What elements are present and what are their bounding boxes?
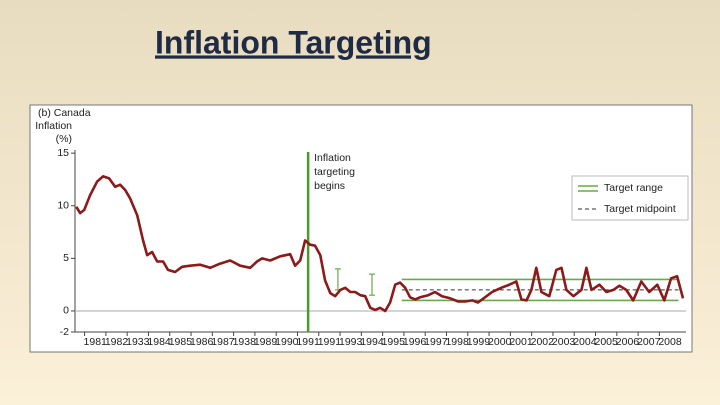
legend-label: Target range bbox=[604, 182, 663, 194]
x-tick-label: 1987 bbox=[211, 336, 235, 348]
x-tick-label: 2005 bbox=[594, 336, 618, 348]
x-tick-label: 1933 bbox=[126, 336, 150, 348]
y-axis-label: (%) bbox=[56, 133, 72, 145]
x-tick-label: 1991 bbox=[296, 336, 320, 348]
inflation-line bbox=[75, 175, 685, 313]
x-tick-label: 2008 bbox=[658, 336, 682, 348]
y-tick-label: 15 bbox=[57, 147, 69, 159]
x-tick-label: 2001 bbox=[509, 336, 533, 348]
x-tick-label: 1985 bbox=[169, 336, 193, 348]
x-tick-label: 2000 bbox=[488, 336, 512, 348]
legend-label: Target midpoint bbox=[604, 203, 676, 215]
chart-frame bbox=[29, 104, 693, 353]
x-tick-label: 1999 bbox=[467, 336, 491, 348]
y-axis-label: Inflation bbox=[35, 120, 72, 132]
x-tick-label: 1986 bbox=[190, 336, 214, 348]
panel-label: (b) Canada bbox=[38, 107, 91, 119]
x-tick-label: 2002 bbox=[531, 336, 555, 348]
y-tick-label: 5 bbox=[63, 252, 69, 264]
y-tick-label: 0 bbox=[63, 305, 69, 317]
x-tick-label: 1991 bbox=[318, 336, 342, 348]
legend-box bbox=[571, 175, 689, 221]
x-tick-label: 2003 bbox=[552, 336, 576, 348]
x-tick-label: 1938 bbox=[233, 336, 257, 348]
x-tick-label: 1981 bbox=[84, 336, 108, 348]
x-tick-label: 1998 bbox=[445, 336, 469, 348]
slide-title: Inflation Targeting bbox=[155, 24, 432, 60]
x-tick-label: 1990 bbox=[275, 336, 299, 348]
annotation-text: targeting bbox=[314, 166, 355, 178]
x-tick-label: 1982 bbox=[105, 336, 129, 348]
y-tick-label: -2 bbox=[60, 326, 69, 338]
x-tick-label: 1984 bbox=[147, 336, 171, 348]
x-tick-label: 1994 bbox=[360, 336, 384, 348]
x-tick-label: 2007 bbox=[637, 336, 661, 348]
x-tick-label: 1995 bbox=[382, 336, 406, 348]
annotation-text: begins bbox=[314, 180, 345, 192]
x-tick-label: 1996 bbox=[403, 336, 427, 348]
x-tick-label: 2006 bbox=[616, 336, 640, 348]
x-tick-label: 1989 bbox=[254, 336, 278, 348]
x-tick-label: 1997 bbox=[424, 336, 448, 348]
x-tick-label: 2004 bbox=[573, 336, 597, 348]
y-tick-label: 10 bbox=[57, 200, 69, 212]
annotation-text: Inflation bbox=[314, 152, 351, 164]
x-tick-label: 1993 bbox=[339, 336, 363, 348]
